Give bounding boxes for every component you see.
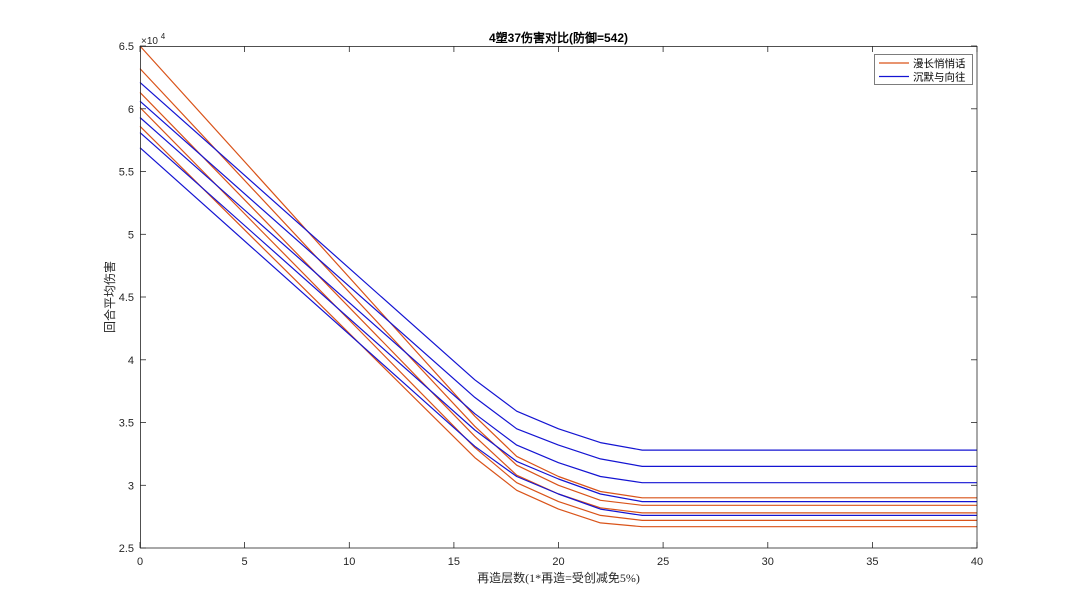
- y-tick-label: 6: [128, 104, 134, 116]
- series-0-line-1: [139, 45, 977, 499]
- legend-label-1: 沉默与向往: [913, 71, 966, 84]
- series-0-line-2: [139, 68, 977, 506]
- y-exponent-base: ×10: [141, 36, 158, 47]
- y-tick-label: 3: [128, 480, 134, 492]
- series-0-line-4: [139, 107, 977, 522]
- y-exponent-power: 4: [161, 32, 166, 41]
- series-0-line-5: [139, 125, 977, 528]
- legend: 漫长悄悄话 沉默与向往: [874, 54, 973, 85]
- x-tick-label: 40: [971, 556, 983, 568]
- legend-label-0: 漫长悄悄话: [913, 57, 966, 70]
- x-axis-label: 再造层数(1*再造=受创减免5%): [477, 570, 640, 585]
- y-tick-label: 5: [128, 229, 134, 241]
- y-tick-label: 6.5: [119, 41, 134, 53]
- legend-box: [874, 54, 973, 85]
- axis-ticks: 0 5 10 15 20 25 30 35 40 2.5 3 3.5 4 4.5 5 5.5 6 6.5: [119, 41, 983, 568]
- y-tick-label: 4.5: [119, 292, 134, 304]
- axes-background: [140, 46, 977, 548]
- series-1-line-4: [139, 132, 977, 503]
- x-tick-label: 15: [448, 556, 460, 568]
- series-1-line-5: [139, 147, 977, 517]
- chart-title: 4塑37伤害对比(防御=542): [489, 30, 628, 45]
- y-tick-label: 5.5: [119, 167, 134, 179]
- x-tick-label: 30: [762, 556, 774, 568]
- x-tick-label: 5: [242, 556, 248, 568]
- y-tick-label: 2.5: [119, 543, 134, 555]
- y-exponent-label: ×10 4: [141, 32, 166, 47]
- plot-lines: [139, 45, 977, 528]
- y-tick-label: 4: [128, 355, 134, 367]
- x-tick-label: 35: [866, 556, 878, 568]
- series-1-line-1: [139, 81, 977, 451]
- series-1-line-3: [139, 117, 977, 484]
- x-tick-label: 25: [657, 556, 669, 568]
- y-axis-label: 回合平均伤害: [102, 261, 117, 333]
- x-tick-label: 10: [343, 556, 355, 568]
- x-tick-label: 20: [552, 556, 564, 568]
- series-1-line-2: [139, 100, 977, 467]
- y-tick-label: 3.5: [119, 418, 134, 430]
- x-tick-label: 0: [137, 556, 143, 568]
